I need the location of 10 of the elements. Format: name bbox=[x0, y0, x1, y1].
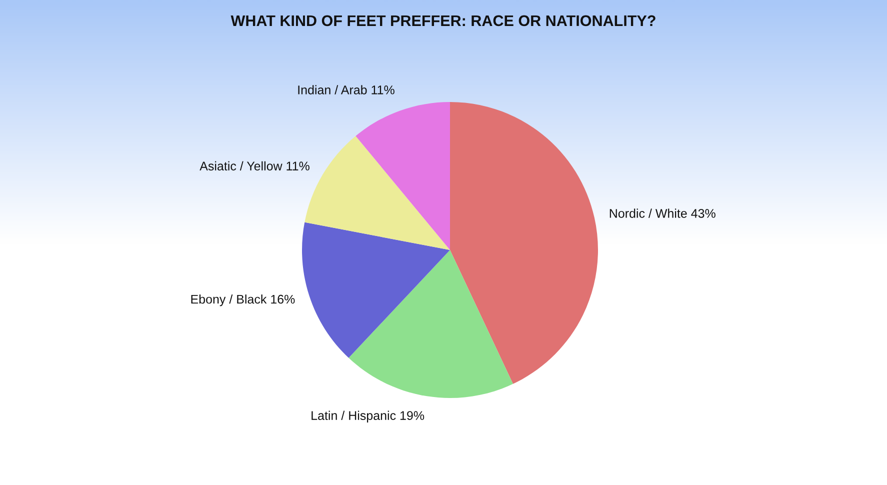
slice-label: Nordic / White 43% bbox=[610, 208, 716, 218]
pie-slice bbox=[356, 102, 450, 250]
chart-title: WHAT KIND OF FEET PREFFER: RACE OR NATIONALITY? bbox=[230, 15, 656, 26]
pie-slice bbox=[302, 222, 450, 358]
pie-slice bbox=[348, 250, 514, 398]
slice-label: Ebony / Black 16% bbox=[191, 294, 295, 306]
slice-label: Latin / Hispanic 19% bbox=[312, 410, 424, 422]
slice-label: Indian / Arab 11% bbox=[298, 85, 394, 94]
slice-label: Asiatic / Yellow 11% bbox=[200, 161, 310, 170]
pie-slice bbox=[450, 102, 598, 384]
